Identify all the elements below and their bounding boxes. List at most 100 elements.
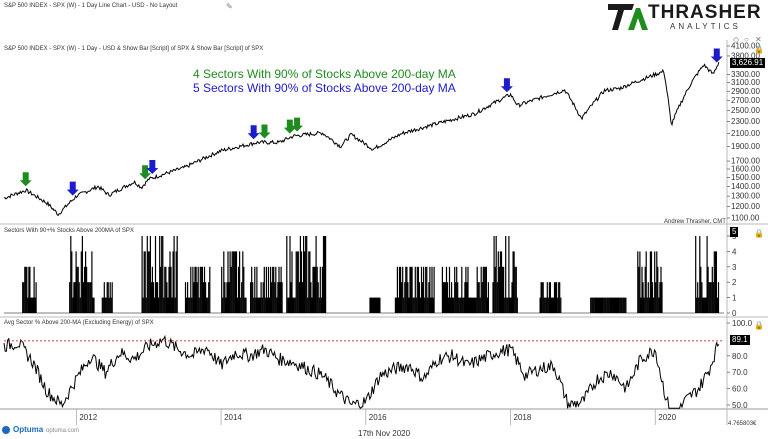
- sector-count-bar: [110, 297, 112, 313]
- sector-count-bar: [263, 266, 265, 313]
- sector-count-bar: [243, 266, 245, 313]
- count-tick-label: 0: [732, 309, 737, 318]
- sector-count-bar: [293, 297, 295, 313]
- sector-count-bar: [306, 236, 308, 313]
- chart-subtitle: S&P 500 INDEX - SPX (W) - 1 Day - USD & …: [4, 46, 264, 52]
- sector-count-bar: [447, 297, 450, 313]
- sector-count-bar: [79, 297, 81, 313]
- x-axis: 2012 2014 2016 2018 2020: [75, 409, 677, 425]
- footer-date: 17th Nov 2020: [358, 429, 411, 438]
- sector-count-bar: [266, 297, 268, 313]
- sector-count-bar: [714, 251, 716, 313]
- sector-count-bar: [232, 251, 234, 313]
- sector-count-bar: [221, 266, 223, 313]
- sector-count-bar: [655, 282, 657, 313]
- sector-count-bar: [229, 251, 231, 313]
- sector-count-bar: [244, 297, 246, 313]
- price-tick-label: 1900.00: [731, 142, 760, 151]
- sector-count-bar: [316, 266, 318, 313]
- sector-count-bar: [87, 282, 89, 313]
- avg-sector-panel: [3, 334, 724, 410]
- sector-count-bar: [160, 266, 162, 313]
- sector-count-bar: [707, 266, 709, 313]
- price-tick-label: 2100.00: [731, 129, 760, 138]
- sector-count-bar: [620, 297, 622, 313]
- sector-count-bar: [695, 236, 697, 313]
- sector-count-bar: [74, 282, 76, 313]
- sector-count-bar: [194, 266, 196, 313]
- sector-count-bar: [295, 251, 297, 313]
- sector-count-bar: [485, 266, 487, 313]
- sector-count-bar: [250, 282, 252, 313]
- sector-count-bar: [539, 297, 541, 313]
- lock-icon[interactable]: 🔒: [754, 45, 764, 54]
- sector-count-bar: [461, 266, 463, 313]
- avg-tick-label: 50.0: [732, 401, 748, 410]
- sector-count-bar: [660, 266, 662, 313]
- sector-count-bar: [541, 282, 543, 313]
- price-tick-label: 1300.00: [731, 192, 760, 201]
- sector-count-bar: [108, 297, 110, 313]
- sector-count-bar: [69, 282, 71, 313]
- sector-count-bar: [611, 297, 613, 313]
- lock-icon[interactable]: 🔒: [754, 321, 764, 330]
- count-tick-label: 1: [732, 294, 737, 303]
- sector-count-bar: [651, 282, 654, 313]
- count-tick-label: 3: [732, 263, 737, 272]
- price-tick-label: 2700.00: [731, 96, 760, 105]
- sector-count-bar: [157, 282, 159, 313]
- sector-count-bar: [604, 297, 606, 313]
- edit-icon[interactable]: ✎: [226, 2, 233, 11]
- sector-count-bar: [201, 266, 203, 313]
- sector-count-bar: [474, 297, 476, 313]
- sector-count-bar: [560, 297, 562, 313]
- sector-count-bar: [239, 251, 241, 313]
- sector-count-bar: [468, 297, 470, 313]
- sector-count-bar: [292, 297, 294, 313]
- sector-count-bar: [640, 297, 642, 313]
- sector-count-bar: [648, 297, 650, 313]
- sector-count-bar: [513, 251, 515, 313]
- sector-count-bar: [267, 266, 270, 313]
- sector-count-bar: [196, 282, 198, 313]
- sector-count-bar: [175, 251, 177, 313]
- sector-count-bar: [398, 266, 401, 313]
- sector-count-bar: [409, 266, 411, 313]
- sector-count-bar: [408, 297, 410, 313]
- sector-count-bar: [512, 251, 514, 313]
- sector-count-bar: [275, 266, 277, 313]
- sector-count-bar: [167, 297, 169, 313]
- sector-count-bar: [205, 282, 207, 313]
- sector-count-bar: [159, 236, 161, 313]
- green-arrow-icon: [139, 165, 152, 180]
- sector-count-bar: [85, 251, 87, 313]
- last-price-tag: 3,626.91: [730, 58, 766, 68]
- sector-count-bar: [147, 251, 149, 313]
- sector-count-bar: [496, 282, 498, 313]
- sector-count-bar: [548, 282, 550, 313]
- circle-icon[interactable]: ○: [744, 35, 749, 44]
- sector-count-bar: [272, 266, 274, 313]
- sector-count-bar: [109, 282, 111, 313]
- sector-count-bar: [476, 266, 478, 313]
- sector-count-bar: [441, 266, 443, 313]
- sector-count-bar: [188, 297, 190, 313]
- sector-count-bar: [463, 297, 465, 313]
- sector-count-bar: [617, 297, 619, 313]
- sector-count-bar: [297, 251, 299, 313]
- corner-value: 4.765803€: [728, 421, 757, 427]
- sector-count-bar: [591, 297, 593, 313]
- sector-count-bar: [395, 297, 397, 313]
- close-icon[interactable]: ✕: [755, 35, 762, 44]
- sector-count-bar: [555, 282, 557, 313]
- sector-count-bar: [625, 297, 627, 313]
- lock-icon[interactable]: 🔒: [754, 229, 764, 238]
- sector-count-bar: [605, 297, 607, 313]
- sector-count-bar: [31, 297, 33, 313]
- diamond-icon[interactable]: ◇: [733, 35, 740, 44]
- sector-count-bar: [712, 282, 714, 313]
- sector-count-bar: [443, 282, 445, 313]
- sector-count-bar: [606, 297, 608, 313]
- sector-count-bar: [558, 282, 560, 313]
